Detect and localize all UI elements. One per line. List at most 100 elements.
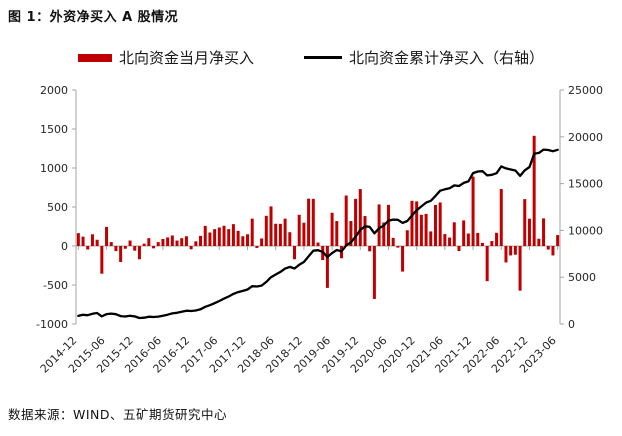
- monthly-net-buy-bar: [499, 189, 503, 246]
- monthly-net-buy-bar: [504, 246, 508, 263]
- monthly-net-buy-bar: [288, 232, 292, 246]
- legend-item-cumulative-net-buy: 北向资金累计净买入（右轴）: [304, 47, 544, 68]
- monthly-net-buy-bar: [527, 218, 531, 246]
- left-axis-tick-label: -500: [43, 279, 68, 292]
- monthly-net-buy-bar: [438, 202, 442, 246]
- data-source-note: 数据来源：WIND、五矿期货研究中心: [8, 407, 228, 422]
- monthly-net-buy-bar: [222, 225, 226, 246]
- monthly-net-buy-bar: [471, 176, 475, 246]
- monthly-net-buy-bar: [203, 225, 207, 246]
- monthly-net-buy-bar: [81, 236, 85, 246]
- monthly-net-buy-bar: [368, 246, 372, 252]
- monthly-net-buy-bar: [255, 246, 259, 248]
- monthly-net-buy-bar: [537, 238, 541, 246]
- monthly-net-buy-bar: [424, 213, 428, 246]
- monthly-net-buy-bar: [95, 239, 99, 246]
- chart-legend: 北向资金当月净买入 北向资金累计净买入（右轴）: [0, 47, 622, 68]
- monthly-net-buy-bar: [194, 241, 198, 246]
- left-axis-tick-label: 500: [47, 201, 68, 214]
- left-axis-tick-label: 2000: [40, 84, 68, 97]
- left-axis-tick-label: 1500: [40, 123, 68, 136]
- monthly-net-buy-bar: [433, 204, 437, 246]
- monthly-net-buy-bar: [133, 246, 137, 251]
- monthly-net-buy-bar: [227, 229, 231, 246]
- monthly-net-buy-bar: [208, 232, 212, 246]
- legend-label-cumulative: 北向资金累计净买入（右轴）: [349, 49, 545, 67]
- monthly-net-buy-bar: [217, 227, 221, 246]
- monthly-net-buy-bar: [490, 241, 494, 246]
- monthly-net-buy-bar: [495, 232, 499, 246]
- monthly-net-buy-bar: [90, 234, 94, 246]
- monthly-net-buy-bar: [410, 200, 414, 246]
- monthly-net-buy-bar: [363, 216, 367, 246]
- monthly-net-buy-bar: [349, 221, 353, 246]
- monthly-net-buy-bar: [335, 221, 339, 246]
- monthly-net-buy-bar: [128, 240, 132, 246]
- monthly-net-buy-bar: [283, 218, 287, 246]
- monthly-net-buy-bar: [401, 246, 405, 272]
- monthly-net-buy-bar: [114, 246, 118, 252]
- monthly-net-buy-bar: [485, 246, 489, 282]
- monthly-net-buy-bar: [429, 231, 433, 246]
- monthly-net-buy-bar: [546, 246, 550, 250]
- monthly-net-buy-bar: [325, 246, 329, 288]
- monthly-net-buy-bar: [119, 246, 123, 262]
- figure-title: 图 1：外资净买入 A 股情况: [8, 10, 179, 25]
- monthly-net-buy-bar: [307, 198, 311, 246]
- monthly-net-buy-bar: [86, 246, 90, 250]
- monthly-net-buy-bar: [419, 214, 423, 246]
- legend-item-monthly-net-buy: 北向资金当月净买入: [77, 47, 254, 68]
- monthly-net-buy-bar: [523, 199, 527, 246]
- monthly-net-buy-bar: [213, 229, 217, 246]
- monthly-net-buy-bar: [264, 215, 268, 246]
- right-axis-tick-label: 0: [568, 318, 575, 331]
- monthly-net-buy-bar: [199, 235, 203, 246]
- left-axis-tick-label: 0: [61, 240, 68, 253]
- monthly-net-buy-bar: [462, 220, 466, 246]
- right-axis-tick-label: 25000: [568, 84, 603, 97]
- monthly-net-buy-bar: [354, 198, 358, 246]
- monthly-net-buy-bar: [405, 230, 409, 246]
- monthly-net-buy-bar: [152, 246, 156, 249]
- right-axis-tick-label: 15000: [568, 178, 603, 191]
- monthly-net-buy-bar: [396, 246, 400, 248]
- monthly-net-buy-bar: [513, 246, 517, 255]
- monthly-net-buy-bar: [316, 242, 320, 246]
- left-axis-tick-label: 1000: [40, 162, 68, 175]
- monthly-net-buy-bar: [358, 189, 362, 246]
- cumulative-net-buy-line: [77, 148, 559, 320]
- monthly-net-buy-bar: [372, 246, 376, 299]
- monthly-net-buy-bar: [260, 238, 264, 246]
- monthly-net-buy-bar: [297, 214, 301, 246]
- monthly-net-buy-bar: [556, 235, 560, 246]
- monthly-net-buy-bar: [250, 218, 254, 246]
- line-series-swatch-icon: [304, 56, 342, 59]
- monthly-net-buy-bar: [293, 246, 297, 260]
- monthly-net-buy-bar: [311, 198, 315, 246]
- monthly-net-buy-bar: [274, 223, 278, 246]
- monthly-net-buy-bar: [377, 204, 381, 246]
- monthly-net-buy-bar: [466, 233, 470, 246]
- monthly-net-buy-bar: [156, 242, 160, 246]
- monthly-net-buy-bar: [105, 226, 109, 246]
- monthly-net-buy-bar: [166, 237, 170, 246]
- monthly-net-buy-bar: [330, 212, 334, 246]
- right-axis-tick-label: 5000: [568, 271, 596, 284]
- left-axis-tick-label: -1000: [36, 318, 68, 331]
- monthly-net-buy-bar: [551, 246, 555, 256]
- monthly-net-buy-bar: [386, 204, 390, 246]
- monthly-net-buy-bar: [241, 236, 245, 246]
- monthly-net-buy-bar: [175, 240, 179, 246]
- monthly-net-buy-bar: [391, 237, 395, 246]
- monthly-net-buy-bar: [161, 238, 165, 246]
- monthly-net-buy-bar: [109, 242, 113, 246]
- monthly-net-buy-bar: [382, 222, 386, 246]
- monthly-net-buy-bar: [269, 206, 273, 246]
- monthly-net-buy-bar: [180, 238, 184, 246]
- monthly-net-buy-bar: [231, 224, 235, 246]
- monthly-net-buy-bar: [170, 235, 174, 246]
- monthly-net-buy-bar: [147, 238, 151, 246]
- monthly-net-buy-bar: [246, 234, 250, 246]
- legend-label-monthly: 北向资金当月净买入: [118, 49, 254, 67]
